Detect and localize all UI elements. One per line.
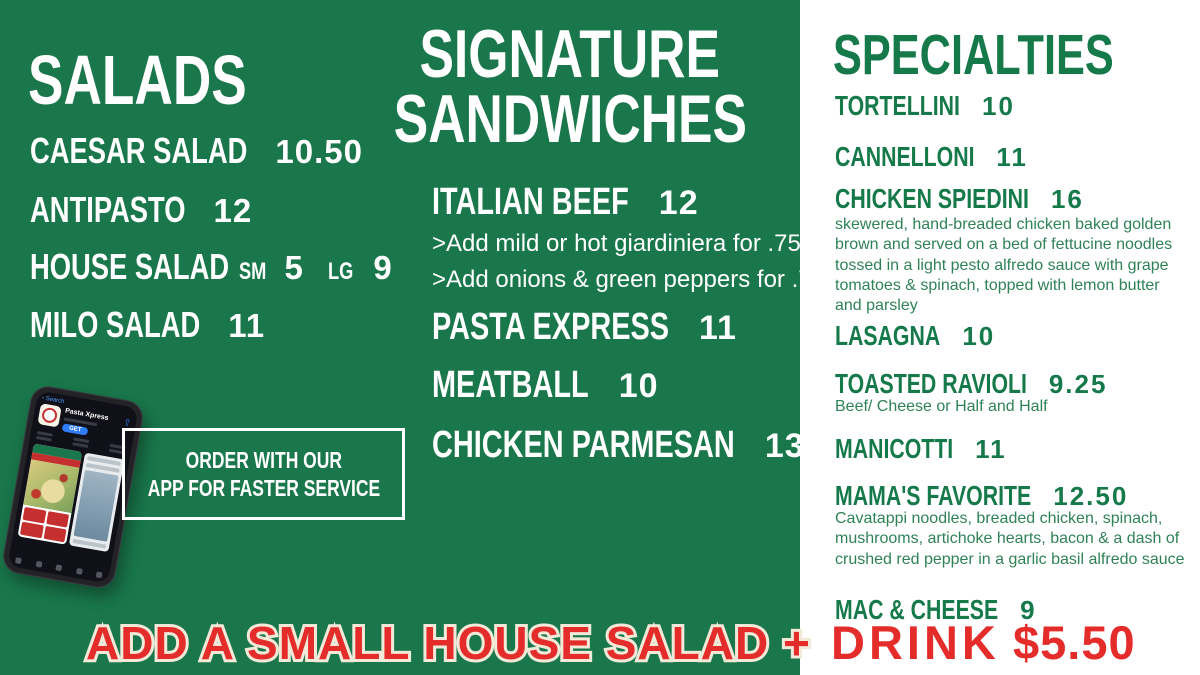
sandwiches-title-line1: SIGNATURE [419, 16, 721, 92]
tab-icon [35, 560, 43, 568]
size-price-large: 9 [373, 249, 393, 286]
size-price-small: 5 [284, 249, 304, 286]
toasted-ravioli-description: Beef/ Cheese or Half and Half [835, 398, 1048, 415]
green-panel [0, 0, 800, 675]
red-tile [19, 521, 44, 538]
menu-item-cannelloni: CANNELLONI 11 [835, 143, 1028, 171]
red-tile [22, 506, 47, 524]
item-price: 9 [1020, 595, 1037, 625]
app-store-screen: ‹ Search Pasta Xpress GET ⇧ [7, 390, 139, 584]
menu-item-italian-beef: ITALIAN BEEF 12 [432, 183, 699, 221]
item-name: PASTA EXPRESS [432, 306, 669, 348]
app-meta: Pasta Xpress GET [61, 408, 109, 439]
item-price: 9.25 [1048, 369, 1108, 399]
item-name: MAMA'S FAVORITE [835, 480, 1032, 511]
footer-offer-fill: ADD A SMALL HOUSE SALAD + [86, 617, 811, 669]
red-tile [43, 525, 67, 543]
white-panel [800, 0, 1200, 675]
pasta-photo [23, 459, 80, 513]
tab-icon [55, 564, 63, 572]
promo-line-2: APP FOR FASTER SERVICE [147, 474, 380, 501]
tab-icon [75, 567, 83, 575]
tab-icon [14, 557, 22, 565]
chart-cell [72, 437, 90, 448]
item-price: 16 [1050, 184, 1084, 214]
item-name: TOASTED RAVIOLI [835, 368, 1027, 399]
item-name: CHICKEN SPIEDINI [835, 183, 1029, 214]
item-name: MANICOTTI [835, 433, 954, 464]
chicken-spiedini-description: skewered, hand-breaded chicken baked gol… [835, 216, 1173, 315]
item-price: 13 [764, 427, 805, 465]
menu-item-house-salad: HOUSE SALAD SM 5 LG 9 [30, 249, 393, 285]
app-store-tab-bar [14, 557, 103, 579]
photo-block [73, 469, 119, 542]
menu-item-mac-and-cheese: MAC & CHEESE 9 [835, 596, 1037, 624]
note-line: >Add mild or hot giardiniera for .75 [432, 230, 801, 257]
item-name: CANNELLONI [835, 141, 975, 172]
salads-title: SALADS [28, 45, 247, 115]
item-price: 10.50 [275, 133, 363, 170]
item-price: 11 [975, 434, 1007, 464]
menu-item-pasta-express: PASTA EXPRESS 11 [432, 308, 737, 346]
sandwiches-title: SIGNATURE SANDWICHES [393, 16, 746, 152]
sandwiches-title-line2: SANDWICHES [393, 80, 747, 157]
item-name: CHICKEN PARMESAN [432, 424, 735, 466]
size-label-small: SM [239, 258, 267, 285]
footer-drink-text: DRINK [831, 616, 1000, 669]
item-price: 12.50 [1053, 481, 1129, 511]
item-price: 10 [962, 321, 996, 351]
menu-item-manicotti: MANICOTTI 11 [835, 435, 1007, 463]
specialties-title: SPECIALTIES [833, 27, 1114, 84]
footer-offer-text: ADD A SMALL HOUSE SALAD + ADD A SMALL HO… [83, 617, 813, 669]
item-name: LASAGNA [835, 320, 941, 351]
note-line: >Add onions & green peppers for .75 [432, 266, 825, 293]
share-icon: ⇧ [122, 416, 132, 429]
specialties-title-text: SPECIALTIES [833, 23, 1114, 87]
rating-cell [35, 430, 54, 442]
item-price: 11 [698, 309, 737, 347]
menu-item-antipasto: ANTIPASTO 12 [30, 192, 252, 228]
menu-item-mamas-favorite: MAMA'S FAVORITE 12.50 [835, 482, 1128, 510]
size-label-large: LG [327, 258, 354, 285]
item-price: 12 [658, 184, 699, 222]
item-price: 11 [996, 142, 1028, 172]
tab-icon [95, 571, 103, 579]
app-promo-box: ORDER WITH OUR APP FOR FASTER SERVICE [122, 428, 405, 520]
italian-beef-notes: >Add mild or hot giardiniera for .75 >Ad… [432, 226, 825, 298]
item-name: MEATBALL [432, 364, 589, 406]
promo-line-1: ORDER WITH OUR [185, 446, 342, 473]
item-price: 10 [982, 91, 1015, 121]
item-name: TORTELLINI [835, 90, 960, 121]
item-name: ITALIAN BEEF [432, 181, 629, 223]
item-price: 11 [228, 307, 266, 344]
menu-item-milo-salad: MILO SALAD 11 [30, 307, 265, 343]
footer-offer-outline: ADD A SMALL HOUSE SALAD + [83, 617, 813, 669]
item-price: 10 [618, 367, 659, 405]
menu-item-tortellini: TORTELLINI 10 [835, 92, 1015, 120]
menu-item-chicken-parmesan: CHICKEN PARMESAN 13 [432, 426, 805, 464]
footer-offer-price: $5.50 [1013, 616, 1136, 669]
item-price: 12 [213, 192, 253, 229]
app-logo-icon [37, 403, 62, 428]
item-name: HOUSE SALAD [30, 246, 230, 287]
item-name: MILO SALAD [30, 304, 201, 345]
item-name: MAC & CHEESE [835, 594, 999, 625]
menu-item-meatball: MEATBALL 10 [432, 366, 659, 404]
get-button: GET [61, 422, 89, 436]
salads-title-text: SALADS [28, 41, 247, 119]
menu-item-chicken-spiedini: CHICKEN SPIEDINI 16 [835, 185, 1084, 213]
menu-item-toasted-ravioli: TOASTED RAVIOLI 9.25 [835, 370, 1107, 398]
menu-item-lasagna: LASAGNA 10 [835, 322, 995, 350]
item-name: CAESAR SALAD [30, 130, 248, 171]
item-name: ANTIPASTO [30, 189, 186, 230]
menu-item-caesar-salad: CAESAR SALAD 10.50 [30, 133, 363, 169]
app-screenshots [17, 443, 125, 552]
mamas-favorite-description: Cavatappi noodles, breaded chicken, spin… [835, 510, 1185, 568]
red-tile [45, 510, 70, 528]
